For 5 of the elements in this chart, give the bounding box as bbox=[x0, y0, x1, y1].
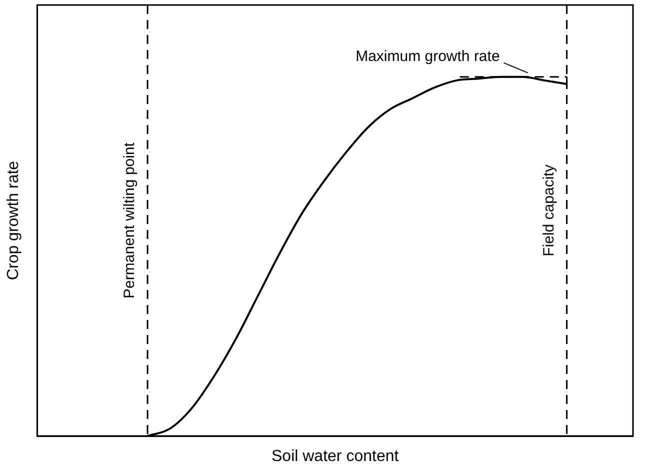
annotation: Permanent wilting point bbox=[121, 142, 138, 298]
y-axis-title: Crop growth rate bbox=[5, 160, 22, 280]
annotation: Field capacity bbox=[540, 164, 558, 256]
ref-line-label: Maximum growth rate bbox=[356, 48, 500, 65]
x-axis-title: Soil water content bbox=[272, 448, 400, 465]
